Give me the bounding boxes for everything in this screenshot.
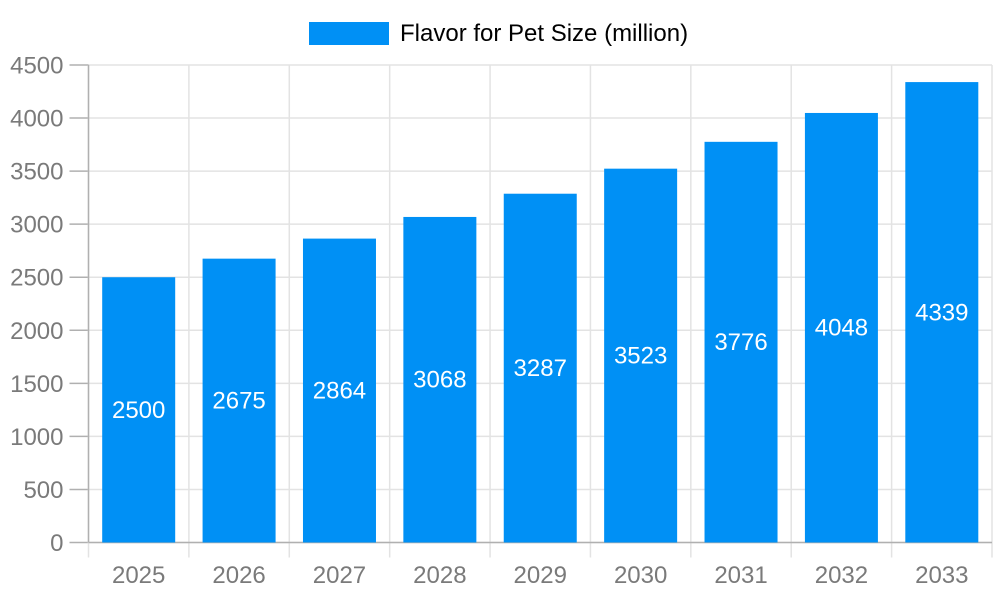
y-tick-label: 3500 [10, 159, 63, 186]
bar-2031 [704, 141, 778, 543]
y-tick-label: 500 [23, 477, 63, 504]
bar-value-label: 2500 [112, 397, 165, 424]
bar-2032 [804, 112, 878, 543]
x-tick-label: 2026 [212, 562, 265, 589]
x-tick-label: 2028 [413, 562, 466, 589]
bar-2027 [302, 238, 376, 543]
y-tick-label: 4000 [10, 106, 63, 133]
x-tick-label: 2025 [112, 562, 165, 589]
y-tick-label: 0 [50, 530, 63, 557]
x-tick-label: 2027 [313, 562, 366, 589]
bar-value-label: 3068 [413, 367, 466, 394]
x-tick-label: 2030 [614, 562, 667, 589]
bar-value-label: 4048 [815, 315, 868, 342]
y-tick-label: 4500 [10, 53, 63, 80]
bar-value-label: 3523 [614, 343, 667, 370]
y-tick-label: 2000 [10, 318, 63, 345]
bar-value-label: 3287 [514, 355, 567, 382]
bar-2025 [102, 277, 176, 543]
bar-value-label: 2675 [212, 388, 265, 415]
bar-2026 [202, 258, 276, 543]
x-tick-label: 2031 [714, 562, 767, 589]
x-tick-label: 2032 [815, 562, 868, 589]
bar-value-label: 2864 [313, 378, 366, 405]
legend-swatch [309, 22, 389, 45]
bar-value-label: 3776 [714, 329, 767, 356]
y-tick-label: 2500 [10, 265, 63, 292]
bar-value-label: 4339 [915, 299, 968, 326]
y-tick-label: 3000 [10, 212, 63, 239]
x-tick-label: 2029 [514, 562, 567, 589]
legend: Flavor for Pet Size (million) [309, 20, 688, 47]
bar-2033 [905, 82, 979, 543]
bar-2028 [403, 216, 477, 543]
bar-2029 [503, 193, 577, 543]
y-tick-label: 1000 [10, 424, 63, 451]
x-tick-label: 2033 [915, 562, 968, 589]
plot-area: 0 500 1000 1500 2000 2500 3000 3500 4000 4500 2500… [10, 53, 993, 589]
bar-2030 [604, 168, 678, 543]
legend-label: Flavor for Pet Size (million) [400, 20, 688, 47]
y-tick-label: 1500 [10, 371, 63, 398]
